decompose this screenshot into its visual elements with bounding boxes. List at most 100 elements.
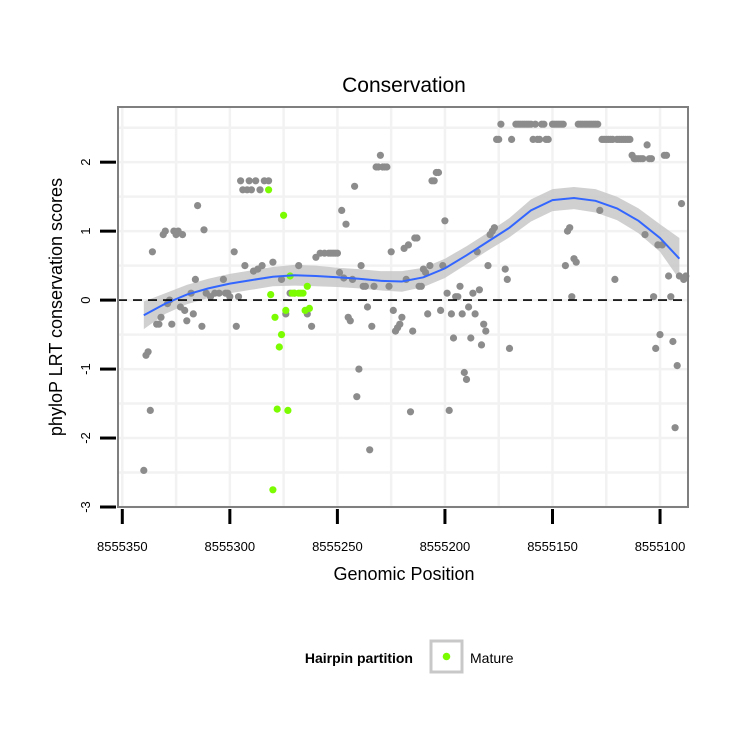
data-point-9 [161,227,169,235]
data-point-6 [155,320,163,328]
data-point-55 [295,262,303,270]
data-point-127 [467,334,475,342]
data-point-144 [505,344,514,352]
data-point-42 [247,186,255,194]
data-point-66 [335,268,344,277]
data-point-85 [376,151,384,159]
data-point-141 [497,120,505,128]
data-point-100 [409,327,417,335]
data-point-121 [454,293,462,301]
data-point-206 [643,141,651,149]
data-point-117 [445,406,453,414]
data-point-0 [140,466,148,474]
y-tick-label-5: 2 [78,159,93,166]
data-point-129 [471,310,479,318]
data-point-216 [665,272,673,280]
x-tick-label-4: 8555150 [527,539,578,554]
data-point-88 [383,163,391,171]
data-point-183 [594,120,602,128]
x-axis-title: Genomic Position [333,564,474,584]
data-point-124 [460,368,468,377]
mature-point-15 [299,289,307,297]
data-point-104 [417,282,425,290]
data-point-33 [226,293,234,301]
x-tick-label-1: 8555300 [204,539,255,554]
data-point-36 [234,293,243,301]
data-point-210 [652,344,660,352]
y-tick-label-3: 0 [78,296,93,303]
data-point-81 [368,322,376,330]
data-point-118 [447,310,455,318]
data-point-2 [144,348,152,356]
data-point-7 [157,313,165,321]
data-point-106 [422,268,430,277]
data-point-132 [477,341,486,349]
data-point-171 [568,293,576,301]
data-point-89 [385,282,393,290]
data-point-168 [561,262,570,270]
data-point-22 [191,275,199,283]
mature-point-17 [303,282,311,290]
data-point-138 [490,224,498,232]
data-point-57 [308,322,316,330]
data-point-112 [434,168,443,177]
y-tick-label-2: -1 [78,363,93,375]
data-point-21 [189,310,197,318]
data-point-209 [650,293,658,301]
data-point-128 [469,289,477,297]
data-point-24 [198,322,206,330]
plot-panel: -3 -2 -1 0 1 2 8555350 8555300 8555250 8555200 855… [78,106,690,554]
data-point-119 [449,334,458,342]
data-point-19 [183,317,191,325]
data-point-46 [256,186,264,194]
data-point-73 [351,182,359,190]
mature-point-1 [267,291,275,299]
data-point-71 [346,317,354,325]
data-point-115 [441,217,449,225]
data-point-91 [389,306,397,314]
data-point-220 [673,362,681,370]
mature-point-5 [275,343,283,351]
data-point-34 [230,248,238,256]
data-point-134 [482,327,490,335]
data-point-37 [237,177,245,185]
chart-title: Conservation [342,74,466,97]
y-tick-label-4: 1 [78,227,93,234]
mature-point-0 [265,186,273,194]
data-point-49 [265,177,273,185]
data-point-126 [465,303,473,311]
data-point-30 [219,275,227,283]
data-point-95 [398,313,406,321]
legend-label-mature: Mature [470,650,514,666]
data-point-67 [338,206,346,214]
data-point-4 [148,248,156,256]
mature-point-7 [280,211,288,219]
data-point-69 [342,220,350,228]
data-point-99 [406,408,415,416]
data-point-217 [667,293,675,301]
data-point-102 [413,234,421,242]
data-point-65 [333,249,341,257]
mature-point-6 [277,331,286,339]
mature-point-9 [284,406,292,414]
panel-border [117,106,689,508]
mature-point-8 [282,306,290,314]
data-point-143 [503,275,511,283]
data-point-3 [146,406,154,414]
data-point-173 [572,258,580,266]
data-point-170 [566,224,574,232]
y-tick-label-1: -2 [78,432,93,444]
data-point-145 [508,135,516,143]
x-tick-label-0: 8555350 [97,539,148,554]
legend: Hairpin partition Mature [305,639,514,674]
data-point-142 [501,265,509,273]
data-point-50 [269,258,277,266]
data-point-44 [252,177,260,185]
data-point-123 [458,310,466,318]
data-point-215 [662,151,671,159]
data-point-184 [596,206,604,214]
data-point-125 [462,375,471,383]
data-point-75 [355,365,363,373]
data-point-41 [245,177,253,185]
data-point-155 [531,120,539,128]
